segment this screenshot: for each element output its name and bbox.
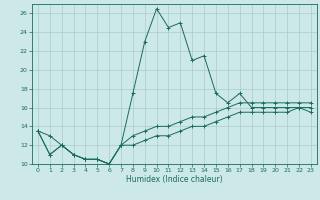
X-axis label: Humidex (Indice chaleur): Humidex (Indice chaleur) (126, 175, 223, 184)
